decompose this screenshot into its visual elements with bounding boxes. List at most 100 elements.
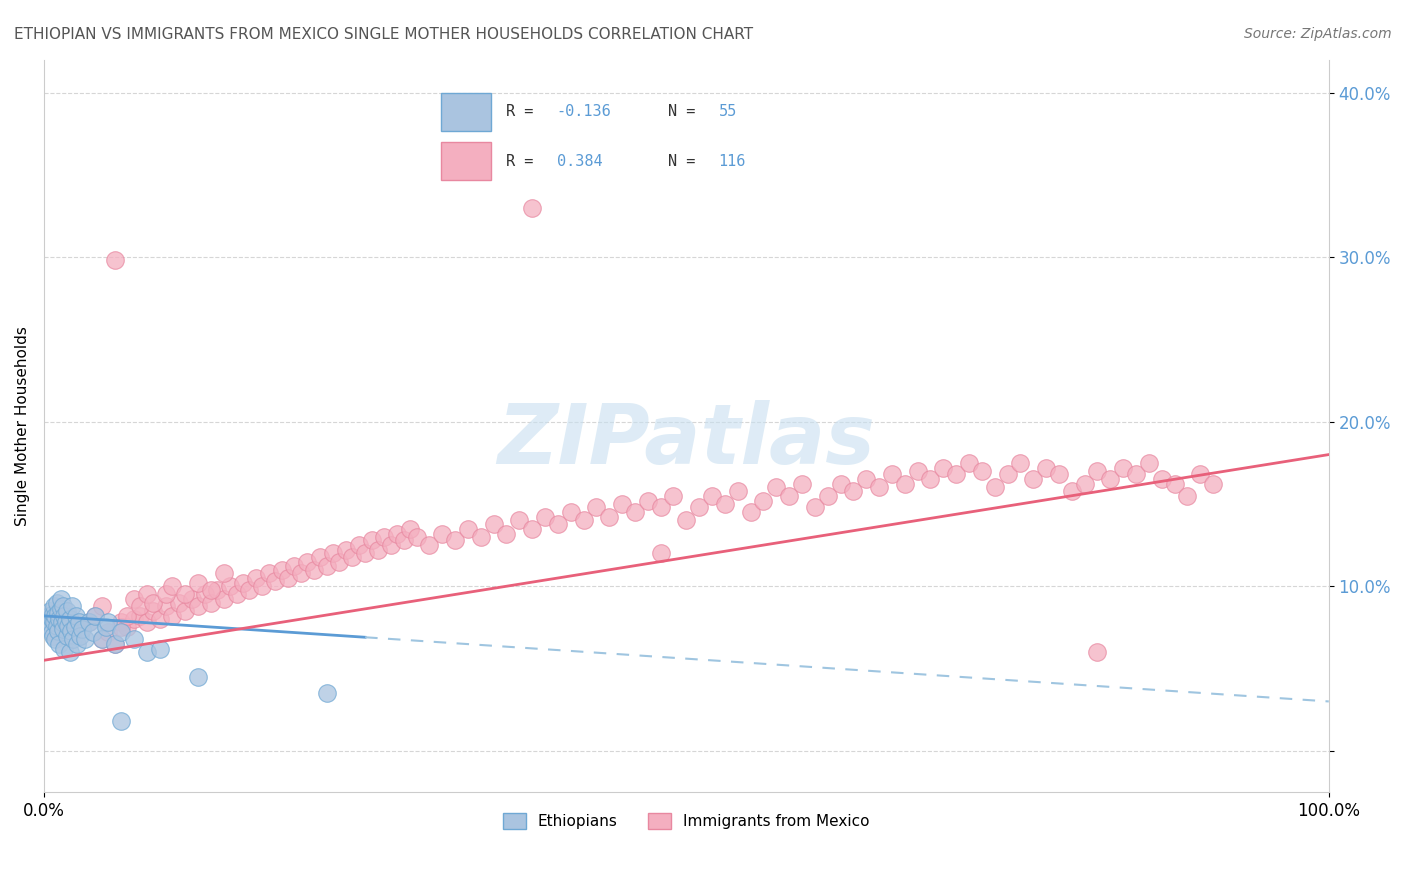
Point xyxy=(804,500,827,515)
Point xyxy=(129,599,152,613)
Point xyxy=(41,612,63,626)
Point xyxy=(103,637,125,651)
Point xyxy=(482,516,505,531)
Point xyxy=(1047,467,1070,482)
Point xyxy=(103,637,125,651)
Point xyxy=(58,612,80,626)
Point xyxy=(142,596,165,610)
Point xyxy=(212,592,235,607)
Point xyxy=(778,489,800,503)
Point xyxy=(49,592,72,607)
Point xyxy=(46,624,69,638)
Point xyxy=(418,538,440,552)
Point xyxy=(174,604,197,618)
Point xyxy=(41,625,63,640)
Point xyxy=(1022,472,1045,486)
Point xyxy=(585,500,607,515)
Point xyxy=(44,599,66,613)
Text: Source: ZipAtlas.com: Source: ZipAtlas.com xyxy=(1244,27,1392,41)
Point xyxy=(67,615,90,630)
Point xyxy=(38,608,60,623)
Point xyxy=(162,608,184,623)
Point xyxy=(520,201,543,215)
Point xyxy=(142,604,165,618)
Point xyxy=(983,481,1005,495)
Point xyxy=(637,493,659,508)
Point xyxy=(508,513,530,527)
Point xyxy=(387,526,409,541)
Point xyxy=(957,456,980,470)
Point xyxy=(73,632,96,646)
Point xyxy=(117,620,139,634)
Point xyxy=(84,608,107,623)
Point xyxy=(315,686,337,700)
Point xyxy=(51,615,73,630)
Point xyxy=(155,599,177,613)
Point xyxy=(662,489,685,503)
Point xyxy=(842,483,865,498)
Point xyxy=(277,571,299,585)
Point xyxy=(328,555,350,569)
Point xyxy=(55,615,77,630)
Point xyxy=(560,505,582,519)
Point xyxy=(970,464,993,478)
Point xyxy=(1010,456,1032,470)
Point xyxy=(399,522,422,536)
Point xyxy=(880,467,903,482)
Point xyxy=(44,615,66,630)
Point xyxy=(335,543,357,558)
Point xyxy=(200,582,222,597)
Point xyxy=(110,625,132,640)
Point xyxy=(238,582,260,597)
Point xyxy=(207,582,229,597)
Point xyxy=(610,497,633,511)
Point xyxy=(547,516,569,531)
Point xyxy=(907,464,929,478)
Point xyxy=(122,592,145,607)
Point xyxy=(373,530,395,544)
Point xyxy=(315,559,337,574)
Point xyxy=(855,472,877,486)
Point xyxy=(264,574,287,589)
Point xyxy=(1087,464,1109,478)
Point xyxy=(52,622,75,636)
Point xyxy=(347,538,370,552)
Point xyxy=(868,481,890,495)
Point xyxy=(200,596,222,610)
Point xyxy=(110,714,132,729)
Point xyxy=(77,615,100,630)
Point xyxy=(1163,477,1185,491)
Text: ETHIOPIAN VS IMMIGRANTS FROM MEXICO SINGLE MOTHER HOUSEHOLDS CORRELATION CHART: ETHIOPIAN VS IMMIGRANTS FROM MEXICO SING… xyxy=(14,27,754,42)
Y-axis label: Single Mother Households: Single Mother Households xyxy=(15,326,30,525)
Point xyxy=(817,489,839,503)
Point xyxy=(148,612,170,626)
Point xyxy=(367,543,389,558)
Point xyxy=(62,632,84,646)
Point xyxy=(212,566,235,580)
Point xyxy=(392,533,415,548)
Point xyxy=(700,489,723,503)
Point xyxy=(714,497,737,511)
Point xyxy=(72,622,94,636)
Point xyxy=(405,530,427,544)
Point xyxy=(360,533,382,548)
Point xyxy=(624,505,647,519)
Point xyxy=(110,620,132,634)
Point xyxy=(46,606,69,620)
Point xyxy=(90,632,112,646)
Point xyxy=(444,533,467,548)
Point xyxy=(572,513,595,527)
Point xyxy=(155,587,177,601)
Point xyxy=(920,472,942,486)
Point xyxy=(135,587,157,601)
Point xyxy=(56,604,79,618)
Point xyxy=(42,629,65,643)
Point xyxy=(354,546,377,560)
Point xyxy=(1125,467,1147,482)
Point xyxy=(52,599,75,613)
Point xyxy=(752,493,775,508)
Point xyxy=(187,599,209,613)
Point xyxy=(1189,467,1212,482)
Point xyxy=(302,563,325,577)
Point xyxy=(187,576,209,591)
